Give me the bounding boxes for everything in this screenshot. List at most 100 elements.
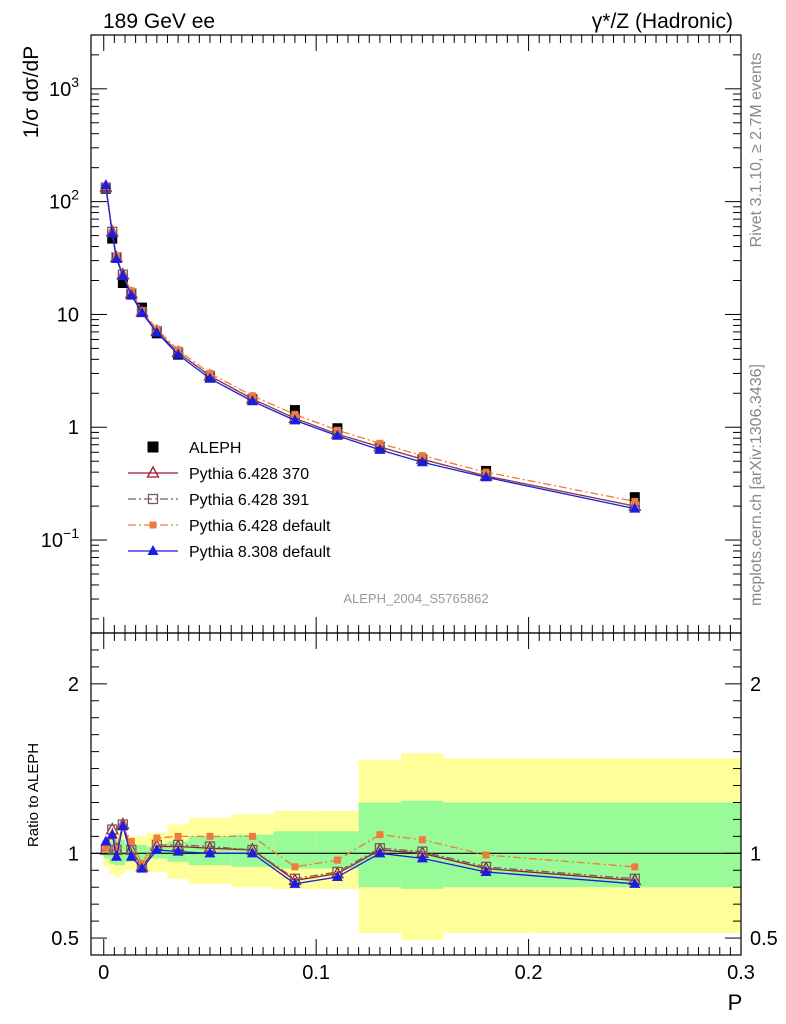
legend-marker-p8	[147, 545, 159, 555]
ratio-point-p8	[629, 877, 641, 888]
ratio-line-p6def	[105, 824, 635, 868]
ratio-point-p8	[416, 852, 428, 863]
ratio-point-p8	[106, 828, 118, 839]
ratio-point-p6def	[376, 831, 384, 839]
ratio-point-p8	[480, 865, 492, 876]
ratio-y-tick-label-right: 2	[750, 674, 761, 696]
ratio-point-p6def	[631, 863, 639, 871]
ratio-point-p8	[172, 845, 184, 856]
main-point-p8	[117, 269, 129, 280]
ratio-point-p8	[117, 820, 129, 831]
main-point-data	[289, 405, 300, 416]
inner-band-bin	[119, 839, 125, 866]
x-tick-label: 0.2	[515, 962, 543, 984]
ratio-point-p6def	[153, 834, 161, 842]
legend-marker-data	[147, 441, 159, 453]
x-tick-label: 0.3	[727, 962, 755, 984]
legend-label-p370: Pythia 6.428 370	[189, 466, 309, 483]
main-point-p8	[106, 227, 118, 238]
main-point-p6def	[631, 497, 639, 505]
main-point-p8	[204, 372, 216, 383]
ratio-point-p6def	[248, 832, 256, 840]
main-point-p8	[331, 429, 343, 440]
inner-band-bin	[135, 844, 147, 861]
ratio-series-group	[99, 817, 642, 888]
ratio-point-p6def	[206, 832, 214, 840]
ratio-point-p8	[110, 850, 122, 861]
ratio-point-p6def	[127, 837, 135, 845]
ratio-point-p8	[246, 847, 258, 858]
x-tick-label: 0	[98, 962, 109, 984]
main-y-tick-label: 1	[68, 417, 79, 439]
main-line-p370	[105, 187, 635, 507]
main-point-p8	[416, 456, 428, 467]
main-point-p6def	[418, 452, 426, 460]
ratio-y-tick-label: 0.5	[51, 928, 79, 950]
main-point-p8	[100, 179, 112, 190]
legend: ALEPH Pythia 6.428 370 Pythia 6.428 391 Pyt…	[128, 440, 331, 561]
inner-band-bin	[103, 846, 110, 859]
main-point-p8	[125, 289, 137, 300]
main-line-p8	[105, 185, 635, 510]
main-line-p391	[105, 187, 635, 507]
main-point-p8	[374, 443, 386, 454]
ratio-point-p8	[125, 850, 137, 861]
main-line-p6def	[105, 186, 635, 503]
main-y-tick-label: 10	[57, 304, 79, 326]
main-point-data	[117, 277, 128, 288]
main-point-data	[107, 233, 118, 244]
analysis-watermark: ALEPH_2004_S5765862	[343, 591, 488, 606]
ratio-point-p6def	[174, 832, 182, 840]
ratio-point-p6def	[291, 863, 299, 871]
main-y-tick-label: 102	[49, 187, 79, 214]
main-series-group	[99, 179, 642, 513]
legend-marker-p391	[147, 493, 159, 505]
ratio-point-p6def	[102, 844, 110, 852]
ratio-point-p8	[136, 862, 148, 873]
ratio-point-p8	[374, 847, 386, 858]
main-y-axis-label: 1/σ dσ/dP	[20, 46, 43, 138]
ratio-point-p8	[151, 843, 163, 854]
main-point-p8	[172, 348, 184, 359]
ratio-y-tick-label-right: 0.5	[750, 928, 778, 950]
ratio-point-p6def	[112, 844, 120, 852]
main-point-p8	[246, 395, 258, 406]
main-point-p6def	[376, 439, 384, 447]
ratio-point-p6def	[482, 851, 490, 859]
legend-label-p6def: Pythia 6.428 default	[189, 518, 331, 535]
main-point-p8	[151, 326, 163, 337]
main-point-p8	[136, 306, 148, 317]
axes: 10−1 1 10 102 103 0 0.1 0.2 0.3 0.5 0.5 1 1 2 2	[41, 34, 778, 984]
ratio-point-p6def	[333, 856, 341, 864]
ratio-y-tick-label: 1	[68, 843, 79, 865]
x-axis-label: P	[728, 990, 743, 1015]
legend-marker-p6def	[149, 521, 157, 529]
main-point-data	[629, 492, 640, 503]
main-point-p6def	[291, 410, 299, 418]
legend-label-data: ALEPH	[189, 440, 241, 457]
x-tick-label: 0.1	[302, 962, 330, 984]
main-point-p8	[289, 414, 301, 425]
ratio-y-axis-label: Ratio to ALEPH	[25, 743, 42, 847]
rivet-label: Rivet 3.1.10, ≥ 2.7M events	[748, 53, 765, 248]
main-y-tick-label: 103	[49, 74, 79, 101]
ratio-point-p8	[100, 835, 112, 846]
source-label: mcplots.cern.ch [arXiv:1306.3436]	[748, 364, 765, 606]
legend-label-p8: Pythia 8.308 default	[189, 544, 331, 561]
main-point-p8	[110, 253, 122, 264]
ratio-point-p8	[204, 847, 216, 858]
ratio-line-p8	[105, 826, 635, 885]
ratio-frame	[90, 632, 742, 956]
ratio-y-tick-label-right: 1	[750, 843, 761, 865]
header-left: 189 GeV ee	[103, 10, 215, 33]
ratio-point-p8	[289, 877, 301, 888]
inner-band-bin	[273, 831, 317, 869]
main-point-p8	[480, 471, 492, 482]
legend-label-p391: Pythia 6.428 391	[189, 492, 309, 509]
main-point-p8	[629, 502, 641, 513]
legend-marker-p370	[146, 465, 160, 478]
ratio-point-p8	[331, 871, 343, 882]
header-right: γ*/Z (Hadronic)	[592, 10, 733, 33]
ratio-y-tick-label: 2	[68, 674, 79, 696]
